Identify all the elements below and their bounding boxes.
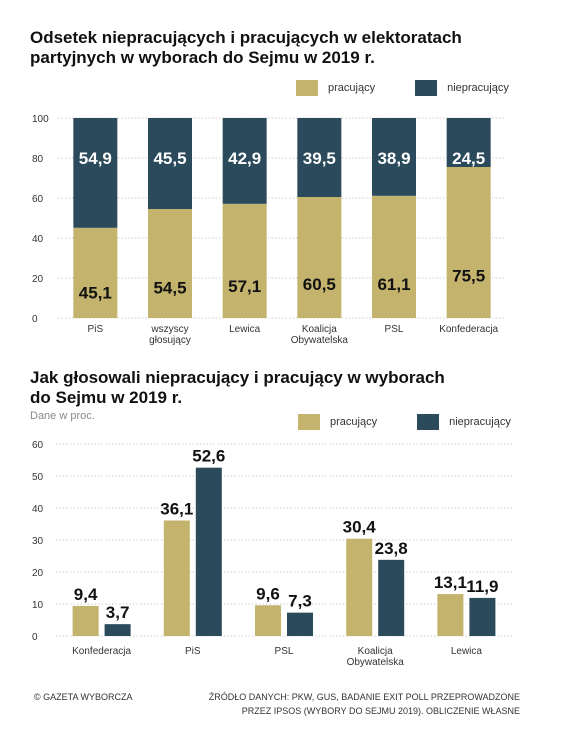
footer-source: ŹRÓDŁO DANYCH: PKW, GUS, BADANIE EXIT PO… [209,690,520,718]
data-label-pracujacy: 57,1 [228,277,261,296]
chart2-title-line2: do Sejmu w 2019 r. [30,388,183,407]
x-tick-label: Lewica [229,324,261,335]
x-tick-label: PSL [385,324,404,335]
x-tick-label: PiS [185,646,201,657]
chart1-legend-niepracujacy: niepracujący [415,80,509,96]
footer-brand: © GAZETA WYBORCZA [34,692,133,702]
data-label-niepracujacy: 42,9 [228,149,261,168]
data-label-niepracujacy: 11,9 [466,577,498,596]
bar-pracujacy [346,538,373,636]
x-tick-label: PSL [275,646,294,657]
legend-swatch-niepracujacy [417,414,440,430]
footer-source-line1: ŹRÓDŁO DANYCH: PKW, GUS, BADANIE EXIT PO… [208,692,520,702]
x-tick-label: Konfederacja [439,324,498,335]
chart1-title: Odsetek niepracujących i pracujących w e… [30,28,462,68]
data-label-pracujacy: 75,5 [452,267,485,286]
chart2-subtitle: Dane w proc. [30,410,95,422]
data-label-pracujacy: 9,6 [256,584,280,603]
data-label-niepracujacy: 3,7 [106,603,130,622]
legend-label-niepracujacy: niepracujący [449,416,511,428]
x-tick-label: wszyscy [150,324,188,335]
chart1-title-line1: Odsetek niepracujących i pracujących w e… [30,28,462,47]
x-tick-label: Obywatelska [291,335,349,346]
x-tick-label: Obywatelska [347,657,405,668]
bar-niepracujacy [378,559,405,636]
chart2-legend: pracujący niepracujący [298,414,511,430]
y-tick-label: 60 [32,194,44,205]
data-label-pracujacy: 30,4 [343,518,377,537]
y-tick-label: 80 [32,154,44,165]
y-tick-label: 40 [32,234,44,245]
bar-pracujacy [437,594,464,636]
data-label-pracujacy: 61,1 [377,275,410,294]
y-tick-label: 20 [32,568,44,579]
legend-swatch-pracujacy [298,414,320,430]
bar-niepracujacy [372,118,416,196]
legend-swatch-niepracujacy [415,80,438,96]
chart2-title-line1: Jak głosowali niepracujący i pracujący w… [30,368,445,387]
bar-pracujacy [222,203,267,318]
legend-label-niepracujacy: niepracujący [447,82,509,94]
chart1-title-line2: partyjnych w wyborach do Sejmu w 2019 r. [30,48,375,67]
bar-pracujacy [148,209,192,318]
bar-niepracujacy [297,118,342,197]
chart1-stacked-bar-chart: 0 20 40 60 80 100 45,1 54,9 PiS 54,5 45,5 wszyscygł… [32,114,506,346]
chart2-legend-niepracujacy: niepracujący [417,414,511,430]
data-label-pracujacy: 45,1 [79,284,112,303]
y-tick-label: 0 [32,632,38,643]
data-label-niepracujacy: 23,8 [375,539,408,558]
data-label-niepracujacy: 38,9 [377,149,410,168]
y-tick-label: 0 [32,314,38,325]
data-label-niepracujacy: 52,6 [192,447,225,466]
x-tick-label: Koalicja [302,324,337,335]
data-label-niepracujacy: 7,3 [288,592,312,611]
data-label-pracujacy: 54,5 [153,278,186,297]
data-label-niepracujacy: 54,9 [79,149,112,168]
legend-swatch-pracujacy [296,80,318,96]
x-tick-label: Lewica [451,646,483,657]
footer-source-line2: PRZEZ IPSOS (WYBORY DO SEJMU 2019). OBLI… [241,706,520,716]
bar-niepracujacy [287,612,313,636]
bar-niepracujacy [104,624,131,636]
x-tick-label: PiS [88,324,104,335]
chart1-legend-pracujacy: pracujący [296,80,375,96]
y-tick-label: 40 [32,504,44,515]
y-tick-label: 20 [32,274,44,285]
bar-pracujacy [372,195,416,318]
bar-pracujacy [446,167,491,318]
data-label-pracujacy: 36,1 [160,499,193,518]
chart2-title: Jak głosowali niepracujący i pracujący w… [30,368,445,408]
y-tick-label: 60 [32,440,44,451]
bar-niepracujacy [73,118,118,228]
bar-pracujacy [72,605,99,636]
x-tick-label: Koalicja [358,646,393,657]
y-tick-label: 50 [32,472,44,483]
data-label-pracujacy: 9,4 [74,585,98,604]
bar-niepracujacy [148,118,192,209]
bar-pracujacy [73,227,118,318]
chart2-legend-pracujacy: pracujący [298,414,377,430]
data-label-niepracujacy: 24,5 [452,149,485,168]
bar-pracujacy [255,605,281,636]
bar-pracujacy [297,197,342,318]
bar-niepracujacy [446,118,491,167]
y-tick-label: 100 [32,114,49,125]
data-label-niepracujacy: 45,5 [153,149,186,168]
y-tick-label: 30 [32,536,44,547]
legend-label-pracujacy: pracujący [328,82,376,94]
data-label-pracujacy: 60,5 [303,275,336,294]
bar-niepracujacy [195,467,222,636]
x-tick-label: głosujący [149,335,191,346]
chart1-legend: pracujący niepracujący [296,80,509,96]
x-tick-label: Konfederacja [72,646,131,657]
bar-niepracujacy [469,597,496,636]
bar-pracujacy [163,520,190,636]
data-label-niepracujacy: 39,5 [303,149,336,168]
data-label-pracujacy: 13,1 [434,573,467,592]
chart2-grouped-bar-chart: 0 10 20 30 40 50 60 9,4 3,7 Konfederacja 36,1 52,6 P… [32,440,512,668]
bar-niepracujacy [222,118,267,204]
y-tick-label: 10 [32,600,44,611]
legend-label-pracujacy: pracujący [330,416,378,428]
